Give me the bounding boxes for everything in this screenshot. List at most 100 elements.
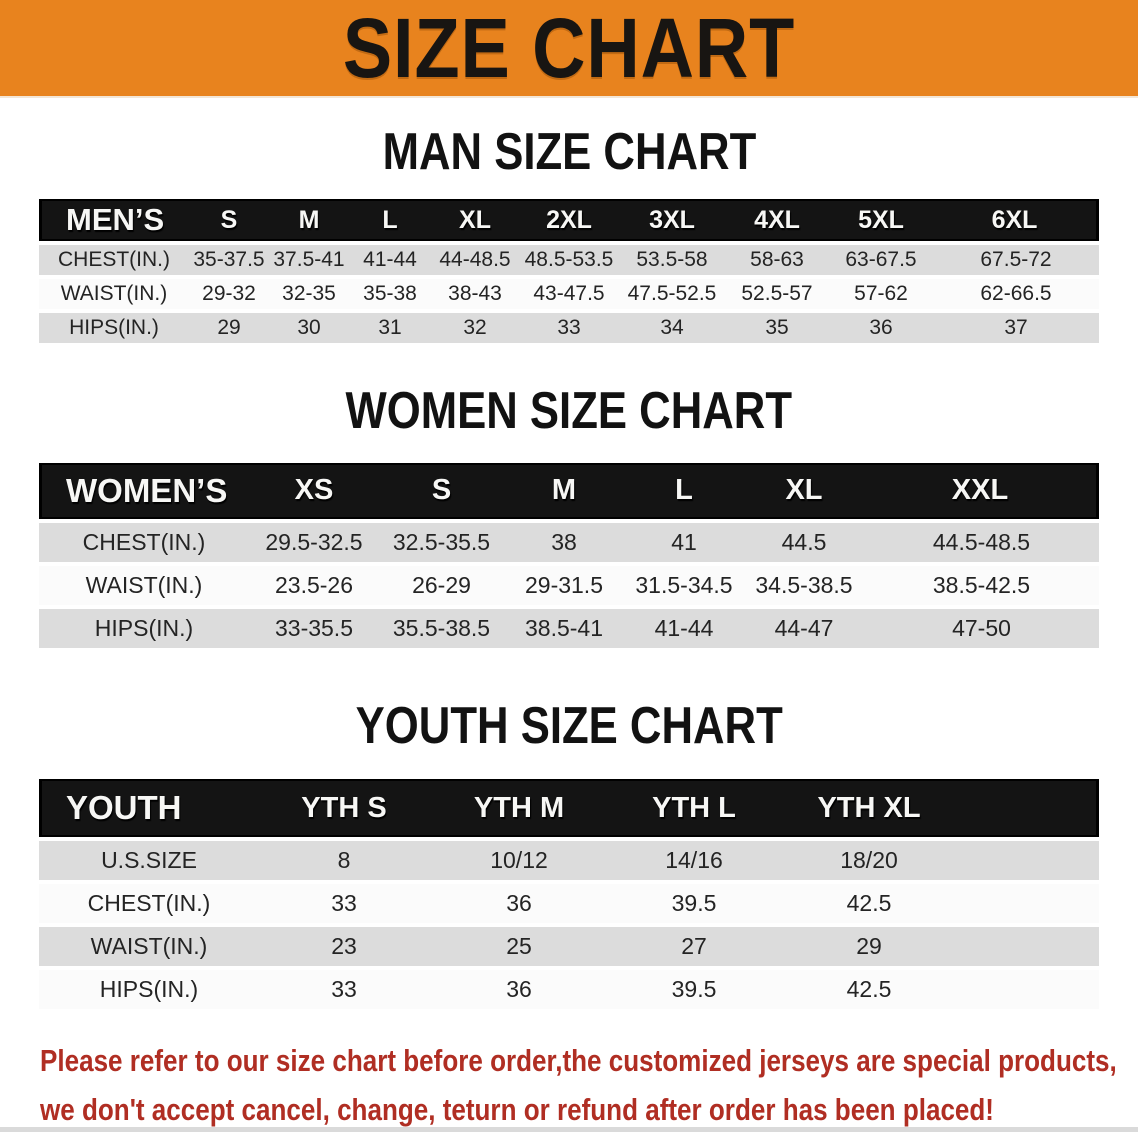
cell-value: 63-67.5 [829, 245, 933, 276]
column-header: 3XL [619, 199, 725, 242]
cell-value: 29-32 [189, 279, 269, 310]
table-row: WAIST(IN.) 23.5-26 26-29 29-31.5 31.5-34.5 34… [39, 565, 1099, 605]
cell-value: 38.5-41 [504, 608, 624, 648]
column-header: 6XL [933, 199, 1099, 242]
youth-section-heading: YOUTH SIZE CHART [0, 696, 1138, 757]
cell-value: 23 [259, 927, 429, 967]
table-row: HIPS(IN.) 33-35.5 35.5-38.5 38.5-41 41-44 44-… [39, 608, 1099, 648]
column-header: YTH L [609, 779, 779, 838]
order-note-line-1: Please refer to our size chart before or… [40, 1043, 1117, 1079]
cell-value: 29 [189, 313, 269, 344]
row-label: HIPS(IN.) [39, 970, 259, 1010]
banner-title: SIZE CHART [342, 1, 796, 95]
table-row: CHEST(IN.) 29.5-32.5 32.5-35.5 38 41 44.5 44.5… [39, 522, 1099, 562]
table-header-row: WOMEN’S XS S M L XL XXL [39, 462, 1099, 519]
column-header: M [504, 462, 624, 519]
women-section-heading: WOMEN SIZE CHART [0, 381, 1138, 442]
cell-value: 52.5-57 [725, 279, 829, 310]
cell-value: 29-31.5 [504, 565, 624, 605]
cell-value: 33-35.5 [249, 608, 379, 648]
cell-value: 33 [519, 313, 619, 344]
cell-value: 35.5-38.5 [379, 608, 504, 648]
men-size-section: MAN SIZE CHART MEN’S S M L XL 2XL 3XL 4XL 5XL 6XL… [0, 122, 1138, 347]
cell-value: 31.5-34.5 [624, 565, 744, 605]
table-header-row: YOUTH YTH S YTH M YTH L YTH XL [39, 779, 1099, 838]
column-header: YTH M [429, 779, 609, 838]
cell-value: 47-50 [864, 608, 1099, 648]
cell-value: 37.5-41 [269, 245, 349, 276]
cell-value: 23.5-26 [249, 565, 379, 605]
row-label: WAIST(IN.) [39, 927, 259, 967]
cell-value: 34 [619, 313, 725, 344]
column-header: S [379, 462, 504, 519]
row-label: CHEST(IN.) [39, 245, 189, 276]
cell-value: 8 [259, 841, 429, 881]
spacer-cell [959, 970, 1099, 1010]
column-header: 4XL [725, 199, 829, 242]
cell-value: 43-47.5 [519, 279, 619, 310]
row-label: CHEST(IN.) [39, 884, 259, 924]
cell-value: 33 [259, 884, 429, 924]
youth-size-section: YOUTH SIZE CHART YOUTH YTH S YTH M YTH L YTH… [0, 696, 1138, 1013]
size-chart-banner: SIZE CHART [0, 0, 1138, 98]
cell-value: 53.5-58 [619, 245, 725, 276]
table-header-label: MEN’S [39, 199, 189, 242]
cell-value: 41-44 [624, 608, 744, 648]
table-row: WAIST(IN.) 29-32 32-35 35-38 38-43 43-47.5 47.… [39, 279, 1099, 310]
cell-value: 25 [429, 927, 609, 967]
youth-section-heading-text: YOUTH SIZE CHART [355, 696, 783, 755]
cell-value: 35 [725, 313, 829, 344]
row-label: WAIST(IN.) [39, 279, 189, 310]
cell-value: 41-44 [349, 245, 431, 276]
column-header: 2XL [519, 199, 619, 242]
cell-value: 38.5-42.5 [864, 565, 1099, 605]
women-size-section: WOMEN SIZE CHART WOMEN’S XS S M L XL XXL CHEST(… [0, 381, 1138, 651]
cell-value: 18/20 [779, 841, 959, 881]
spacer-cell [959, 841, 1099, 881]
row-label: HIPS(IN.) [39, 608, 249, 648]
spacer-cell [959, 927, 1099, 967]
cell-value: 32.5-35.5 [379, 522, 504, 562]
cell-value: 48.5-53.5 [519, 245, 619, 276]
cell-value: 39.5 [609, 884, 779, 924]
cell-value: 67.5-72 [933, 245, 1099, 276]
spacer-cell [959, 884, 1099, 924]
cell-value: 42.5 [779, 970, 959, 1010]
row-label: HIPS(IN.) [39, 313, 189, 344]
cell-value: 35-38 [349, 279, 431, 310]
cell-value: 29.5-32.5 [249, 522, 379, 562]
column-header: L [349, 199, 431, 242]
column-header: XXL [864, 462, 1099, 519]
table-row: CHEST(IN.) 33 36 39.5 42.5 [39, 884, 1099, 924]
row-label: CHEST(IN.) [39, 522, 249, 562]
table-row: HIPS(IN.) 33 36 39.5 42.5 [39, 970, 1099, 1010]
column-header: L [624, 462, 744, 519]
cell-value: 44.5-48.5 [864, 522, 1099, 562]
cell-value: 42.5 [779, 884, 959, 924]
cell-value: 58-63 [725, 245, 829, 276]
cell-value: 44-47 [744, 608, 864, 648]
table-header-row: MEN’S S M L XL 2XL 3XL 4XL 5XL 6XL [39, 199, 1099, 242]
cell-value: 32-35 [269, 279, 349, 310]
column-header: YTH XL [779, 779, 959, 838]
cell-value: 36 [429, 970, 609, 1010]
column-header: XL [431, 199, 519, 242]
cell-value: 36 [429, 884, 609, 924]
cell-value: 26-29 [379, 565, 504, 605]
cell-value: 33 [259, 970, 429, 1010]
cell-value: 38 [504, 522, 624, 562]
table-row: CHEST(IN.) 35-37.5 37.5-41 41-44 44-48.5 48.5… [39, 245, 1099, 276]
cell-value: 30 [269, 313, 349, 344]
column-header: 5XL [829, 199, 933, 242]
cell-value: 27 [609, 927, 779, 967]
bottom-edge-strip [0, 1127, 1138, 1132]
cell-value: 39.5 [609, 970, 779, 1010]
cell-value: 44.5 [744, 522, 864, 562]
column-header: M [269, 199, 349, 242]
row-label: U.S.SIZE [39, 841, 259, 881]
column-header: XS [249, 462, 379, 519]
men-section-heading: MAN SIZE CHART [0, 122, 1138, 183]
cell-value: 62-66.5 [933, 279, 1099, 310]
cell-value: 47.5-52.5 [619, 279, 725, 310]
cell-value: 35-37.5 [189, 245, 269, 276]
